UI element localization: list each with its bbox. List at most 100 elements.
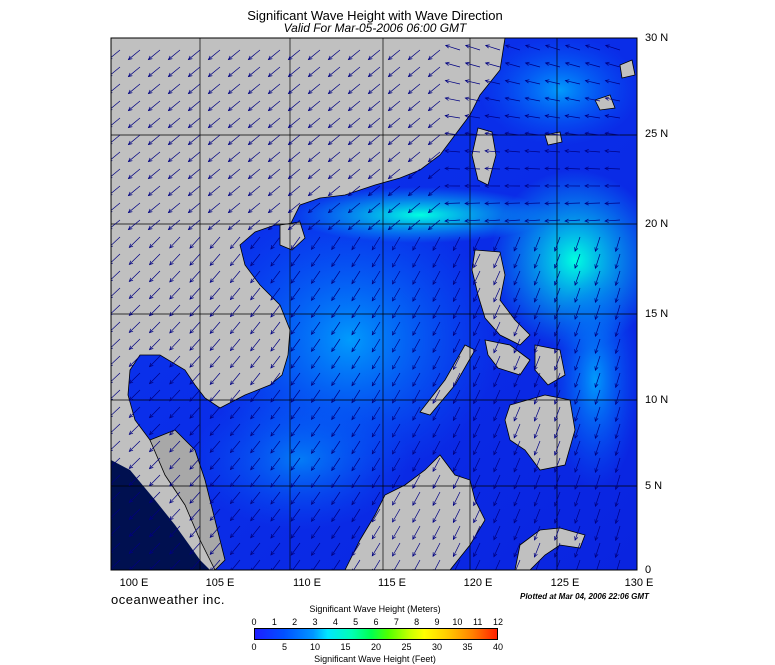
lon-label-100e: 100 E — [119, 577, 149, 589]
wave-arrow — [290, 355, 301, 369]
wave-arrow — [485, 132, 501, 136]
wave-arrow-head — [554, 264, 558, 269]
wave-arrow — [584, 168, 601, 170]
wave-arrow — [230, 236, 241, 249]
wave-arrow — [615, 474, 621, 490]
wave-arrow — [209, 304, 221, 317]
wave-arrow — [412, 440, 421, 455]
wave-arrow-head — [210, 567, 214, 570]
wave-arrow — [288, 100, 301, 111]
wave-arrow-head — [187, 225, 193, 231]
wave-arrow-head — [392, 517, 397, 523]
wave-arrow — [148, 100, 161, 111]
wave-arrow — [311, 508, 321, 522]
wave-arrow — [168, 66, 181, 77]
wave-arrow-head — [127, 208, 133, 214]
wave-arrow-head — [574, 315, 579, 320]
wave-arrow-head — [387, 225, 393, 231]
wave-arrow — [574, 457, 581, 473]
wave-arrow — [432, 270, 441, 285]
wave-arrow — [111, 525, 121, 535]
wave-arrow-head — [148, 413, 154, 419]
wave-arrow-head — [148, 549, 154, 555]
wave-arrow — [111, 304, 121, 314]
wave-arrow-head — [524, 166, 529, 171]
wave-arrow-head — [307, 208, 313, 214]
wave-arrow — [615, 321, 621, 337]
wave-arrow-head — [574, 417, 579, 422]
wave-arrow — [493, 287, 501, 302]
wave-arrow-head — [169, 329, 174, 334]
wave-arrow — [250, 406, 261, 419]
wave-arrow-head — [351, 313, 356, 319]
wave-arrow — [615, 355, 621, 371]
wave-arrow-head — [128, 345, 134, 351]
wave-arrow-head — [351, 347, 356, 353]
wave-arrow — [351, 440, 361, 454]
wave-arrow-head — [544, 79, 550, 84]
wave-arrow — [129, 457, 141, 469]
wave-arrow — [331, 440, 341, 454]
wave-arrow-head — [227, 225, 233, 231]
wave-arrow — [392, 474, 401, 489]
wave-arrow-head — [351, 534, 356, 540]
wave-arrow — [290, 423, 301, 437]
wave-arrow-head — [554, 247, 558, 252]
wave-arrow — [565, 132, 581, 136]
wave-arrow-head — [327, 55, 333, 61]
wave-arrow — [473, 321, 481, 336]
wave-arrow — [209, 236, 221, 249]
wave-arrow-head — [554, 298, 558, 303]
wave-arrow-head — [452, 348, 457, 354]
colorbar-meter-tick: 2 — [292, 617, 298, 627]
wave-arrow — [392, 457, 401, 472]
wave-arrow — [585, 219, 601, 222]
wave-arrow-head — [167, 123, 173, 129]
wave-arrow-head — [147, 140, 153, 146]
wave-arrow — [554, 406, 561, 422]
wave-arrow — [595, 236, 601, 252]
colorbar-feet-tick: 40 — [492, 642, 503, 652]
wave-arrow-head — [524, 183, 529, 189]
wave-arrow — [209, 253, 221, 266]
wave-arrow — [230, 270, 241, 283]
wave-arrow-head — [594, 332, 599, 338]
wave-arrow — [513, 236, 521, 251]
wave-arrow-head — [513, 382, 518, 388]
wave-arrow-head — [310, 449, 316, 454]
wave-arrow-head — [473, 501, 477, 507]
wave-arrow — [412, 389, 421, 404]
wave-arrow — [534, 406, 541, 422]
wave-arrow-head — [574, 332, 579, 337]
wave-arrow-head — [128, 549, 134, 555]
wave-arrow — [513, 457, 521, 472]
wave-arrow — [111, 100, 121, 109]
wave-arrow-head — [412, 365, 417, 370]
wave-arrow — [473, 270, 481, 285]
wave-arrow — [368, 185, 381, 196]
wave-arrow — [453, 542, 461, 557]
wave-arrow-head — [111, 415, 113, 418]
wave-arrow-head — [128, 328, 134, 334]
wave-arrow — [493, 304, 501, 319]
wave-arrow-head — [290, 279, 295, 284]
wave-arrow — [388, 168, 401, 179]
land-visayas — [484, 339, 531, 376]
wave-arrow-head — [247, 157, 253, 163]
wave-arrow — [328, 168, 341, 179]
land-taiwan — [471, 127, 497, 186]
wave-arrow-head — [533, 552, 538, 558]
wave-arrow-head — [169, 278, 174, 283]
wave-arrow-head — [484, 114, 490, 119]
wave-arrow-head — [270, 244, 275, 250]
land-luzon — [471, 249, 531, 346]
wave-arrow-head — [574, 298, 579, 303]
wave-arrow-head — [412, 484, 417, 489]
wave-arrow — [595, 474, 601, 490]
colorbar-meter-tick: 3 — [312, 617, 318, 627]
wave-arrow-head — [147, 174, 153, 180]
wave-arrow-head — [331, 279, 336, 285]
wave-arrow — [493, 236, 501, 251]
wave-arrow-head — [484, 218, 489, 223]
wave-arrow — [574, 542, 581, 558]
